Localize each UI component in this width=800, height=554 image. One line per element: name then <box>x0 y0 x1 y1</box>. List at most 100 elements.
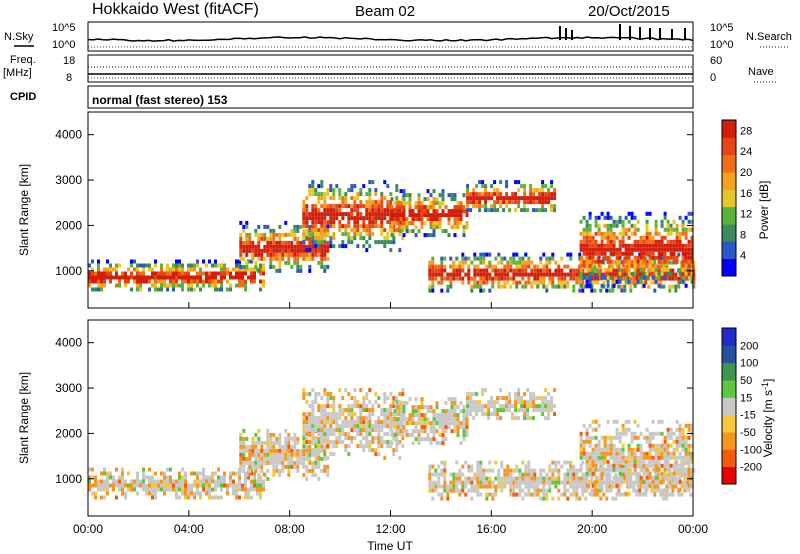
echo-cell <box>402 189 406 194</box>
echo-cell <box>500 272 504 277</box>
echo-cell <box>642 467 646 472</box>
echo-cell <box>202 279 205 284</box>
echo-cell <box>514 200 518 205</box>
echo-cell <box>356 444 360 449</box>
echo-cell <box>597 243 601 248</box>
echo-cell <box>423 421 427 426</box>
echo-cell <box>582 259 586 264</box>
echo-cell <box>338 224 342 229</box>
echo-cell <box>618 435 622 440</box>
echo-cell <box>600 447 604 452</box>
echo-cell <box>461 252 465 257</box>
echo-cell <box>532 200 536 205</box>
echo-cell <box>639 243 643 248</box>
echo-cell <box>462 425 466 430</box>
echo-cell <box>683 476 687 481</box>
echo-cell <box>434 268 438 273</box>
echo-cell <box>434 264 438 269</box>
echo-cell <box>359 408 363 413</box>
colorbar-segment <box>722 414 736 433</box>
echo-cell <box>450 193 454 198</box>
echo-cell <box>139 479 142 484</box>
echo-cell <box>680 272 684 277</box>
echo-cell <box>405 417 409 422</box>
echo-cell <box>600 275 604 280</box>
echo-cell <box>692 272 696 277</box>
echo-cell <box>214 487 217 492</box>
echo-cell <box>281 252 285 257</box>
echo-cell <box>450 429 454 434</box>
echo-cell <box>160 479 163 484</box>
echo-cell <box>278 236 282 241</box>
echo-cell <box>618 215 622 220</box>
echo-cell <box>579 447 583 452</box>
echo-cell <box>630 211 634 216</box>
echo-cell <box>368 180 372 185</box>
echo-cell <box>121 275 124 280</box>
echo-cell <box>253 475 256 480</box>
echo-cell <box>260 256 264 261</box>
echo-cell <box>148 483 151 488</box>
echo-cell <box>103 467 106 472</box>
echo-cell <box>317 248 321 253</box>
echo-cell <box>166 487 169 492</box>
echo-cell <box>386 220 390 225</box>
echo-cell <box>441 209 445 214</box>
echo-cell <box>94 287 97 292</box>
echo-cell <box>608 272 612 277</box>
echo-cell <box>202 475 205 480</box>
echo-cell <box>109 271 112 276</box>
echo-cell <box>467 256 471 261</box>
colorbar-segment <box>722 241 736 260</box>
echo-cell <box>229 275 232 280</box>
echo-cell <box>172 287 175 292</box>
echo-cell <box>524 492 528 497</box>
echo-cell <box>428 472 432 477</box>
echo-cell <box>217 287 220 292</box>
echo-cell <box>386 236 390 241</box>
colorbar-segment <box>722 380 736 398</box>
echo-cell <box>554 284 558 289</box>
echo-cell <box>178 271 181 276</box>
echo-cell <box>447 409 451 414</box>
echo-cell <box>356 404 360 409</box>
echo-cell <box>332 208 336 213</box>
echo-cell <box>181 475 184 480</box>
echo-cell <box>579 263 583 268</box>
echo-cell <box>550 204 554 209</box>
echo-cell <box>466 184 470 189</box>
echo-cell <box>293 444 297 449</box>
echo-cell <box>383 396 387 401</box>
echo-cell <box>651 235 655 240</box>
echo-cell <box>428 488 432 493</box>
echo-cell <box>690 455 694 460</box>
echo-cell <box>290 460 294 465</box>
echo-cell <box>594 243 598 248</box>
echo-cell <box>530 492 534 497</box>
echo-cell <box>432 225 436 230</box>
echo-cell <box>344 228 348 233</box>
echo-cell <box>663 447 667 452</box>
echo-cell <box>262 279 265 284</box>
echo-cell <box>603 275 607 280</box>
echo-cell <box>353 224 357 229</box>
echo-cell <box>440 276 444 281</box>
echo-cell <box>512 468 516 473</box>
echo-cell <box>205 487 208 492</box>
echo-cell <box>505 408 509 413</box>
echo-cell <box>217 263 220 268</box>
echo-cell <box>308 420 312 425</box>
echo-cell <box>606 467 610 472</box>
echo-cell <box>299 252 303 257</box>
echo-cell <box>636 455 640 460</box>
echo-cell <box>172 483 175 488</box>
echo-cell <box>609 455 613 460</box>
echo-cell <box>437 280 441 285</box>
echo-cell <box>389 240 393 245</box>
echo-cell <box>575 484 579 489</box>
echo-cell <box>356 220 360 225</box>
echo-cell <box>527 272 531 277</box>
echo-cell <box>523 392 527 397</box>
echo-cell <box>690 483 694 488</box>
